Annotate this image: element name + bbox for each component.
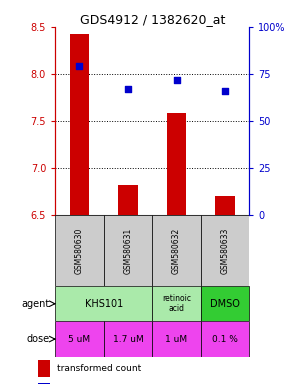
Bar	[152, 286, 201, 321]
Bar	[215, 196, 235, 215]
Bar	[70, 35, 89, 215]
Bar	[104, 321, 152, 357]
Bar	[55, 286, 152, 321]
Text: DMSO: DMSO	[210, 299, 240, 309]
Bar	[38, 360, 50, 377]
Bar	[152, 321, 201, 357]
Text: dose: dose	[27, 334, 50, 344]
Text: retinoic
acid: retinoic acid	[162, 294, 191, 313]
Point	[174, 76, 179, 83]
Text: GSM580633: GSM580633	[221, 227, 230, 274]
Text: GSM580630: GSM580630	[75, 227, 84, 274]
Point	[126, 86, 130, 92]
Bar	[167, 113, 186, 215]
Bar	[38, 383, 50, 384]
Text: KHS101: KHS101	[85, 299, 123, 309]
Point	[223, 88, 227, 94]
Bar	[118, 185, 138, 215]
Text: 0.1 %: 0.1 %	[212, 334, 238, 344]
Text: GSM580632: GSM580632	[172, 227, 181, 274]
Text: 5 uM: 5 uM	[68, 334, 90, 344]
Text: 1 uM: 1 uM	[166, 334, 188, 344]
Bar	[201, 286, 249, 321]
Text: agent: agent	[22, 299, 50, 309]
Point	[77, 63, 82, 70]
Text: 1.7 uM: 1.7 uM	[113, 334, 143, 344]
Text: GSM580631: GSM580631	[124, 227, 133, 274]
Bar	[201, 215, 249, 286]
Bar	[152, 215, 201, 286]
Bar	[201, 321, 249, 357]
Title: GDS4912 / 1382620_at: GDS4912 / 1382620_at	[79, 13, 225, 26]
Bar	[55, 215, 104, 286]
Text: transformed count: transformed count	[57, 364, 142, 373]
Bar	[55, 321, 104, 357]
Bar	[104, 215, 152, 286]
